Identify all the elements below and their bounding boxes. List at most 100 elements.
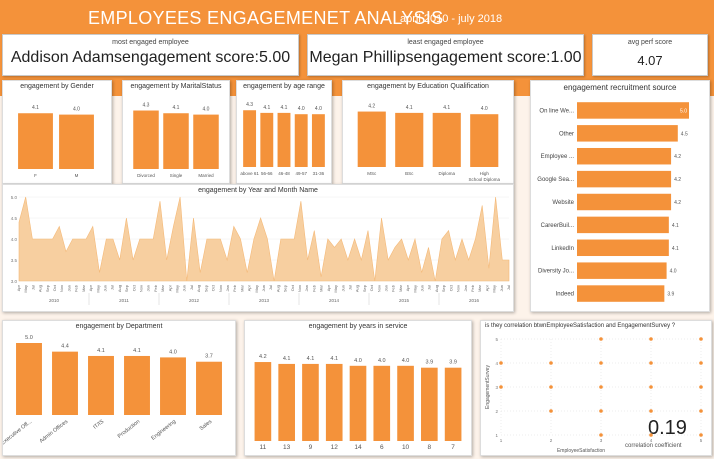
category-label: Married [198, 173, 214, 178]
kpi-avg-perf[interactable]: avg perf score 4.07 [592, 34, 708, 76]
x-tick-label: Sep [124, 284, 129, 292]
kpi-value: 4.07 [637, 53, 663, 68]
x-tick-label: Sep [203, 284, 208, 292]
recruitment-chart[interactable]: engagement recruitment source On line We… [530, 80, 710, 312]
category-label: M [75, 173, 79, 178]
y-tick-label: 4.0 [11, 237, 18, 242]
chart-svg: 4.1 F 4.0 M [18, 105, 94, 178]
x-tick-label: Nov [456, 285, 461, 292]
correlation-value: 0.19 [648, 417, 687, 439]
x-tick-label: Apr [16, 284, 21, 291]
chart-title: engagement by Gender [20, 83, 94, 90]
category-label: 10 [402, 444, 410, 451]
category-label: Engineering [150, 419, 177, 442]
data-label: 4.1 [32, 105, 39, 111]
x-tick-label: 4 [650, 438, 653, 443]
scatter-point [649, 361, 653, 365]
chart-svg: 5.0 Executive Off... 4.4 Admin Offices 4.1 IT… [3, 335, 222, 446]
years-chart[interactable]: engagement by years in service 4.2 11 4.1 1… [244, 320, 472, 456]
category-label: BSc [405, 171, 414, 176]
timeline-chart[interactable]: engagement by Year and Month Name 5.0 4.5… [2, 184, 514, 312]
category-label: Website [552, 200, 574, 206]
x-tick-label: Jun [340, 285, 345, 291]
x-tick-label: Jan [304, 285, 309, 291]
x-tick-label: 1 [500, 438, 503, 443]
y-tick-label: 4 [495, 361, 498, 366]
year-label: 2014 [329, 298, 340, 303]
kpi-caption: most engaged employee [112, 39, 189, 46]
category-label: IT/IS [92, 419, 105, 431]
chart-title: engagement recruitment source [563, 83, 677, 92]
category-label: CareerBuil... [541, 223, 575, 229]
category-label: 14 [354, 444, 362, 451]
x-tick-label: Jul [30, 285, 35, 290]
data-label: 5.0 [25, 335, 33, 341]
category-label: Employee ... [541, 154, 575, 160]
x-tick-label: Apr [247, 284, 252, 291]
scatter-point [599, 337, 603, 341]
kpi-least-engaged[interactable]: least engaged employee Megan Phillipseng… [307, 34, 584, 76]
category-label: Divorced [137, 173, 155, 178]
bar [421, 367, 438, 441]
kpi-value: Addison Adamsengagement score:5.00 [10, 49, 291, 66]
scatter-chart[interactable]: is they correlation btwnEmployeeSatisfac… [480, 320, 712, 456]
year-label: 2015 [399, 298, 410, 303]
y-tick-label: 3 [495, 385, 498, 390]
x-tick-label: Mar [239, 284, 244, 292]
bar [577, 262, 667, 279]
x-tick-label: Oct [448, 284, 453, 291]
category-label: 12 [331, 444, 339, 451]
bar [16, 343, 42, 415]
kpi-most-engaged[interactable]: most engaged employee Addison Adamsengag… [2, 34, 299, 76]
data-label: 4.0 [481, 106, 488, 112]
data-label: 4.1 [672, 246, 679, 252]
category-label: above 61 [240, 171, 259, 176]
gender-chart[interactable]: engagement by Gender 4.1 F 4.0 M [2, 80, 112, 184]
bar [311, 114, 325, 167]
category-label: School Diploma [468, 177, 500, 182]
x-tick-label: Apr [484, 284, 489, 291]
x-tick-label: May [23, 285, 28, 293]
data-label: 4.1 [133, 348, 141, 354]
category-label: F [34, 173, 37, 178]
x-tick-label: Aug [117, 285, 122, 292]
x-tick-label: Sep [441, 284, 446, 292]
department-chart[interactable]: engagement by Department 5.0 Executive Of… [2, 320, 236, 456]
bar [18, 113, 53, 169]
x-tick-label: Nov [297, 285, 302, 292]
x-tick-label: Mar [319, 284, 324, 292]
bar [124, 355, 150, 415]
x-tick-label: Jul [189, 285, 194, 290]
bar [577, 193, 672, 211]
education-chart[interactable]: engagement by Education Qualification 4.… [342, 80, 514, 184]
x-tick-label: Jan [66, 285, 71, 291]
data-label: 4.2 [368, 104, 375, 110]
year-label: 2013 [259, 298, 270, 303]
bar [577, 285, 665, 302]
category-label: Google Sea... [537, 177, 574, 183]
chart-svg: 4.3 Divorced 4.1 Single 4.0 Married [133, 103, 219, 178]
category-label: 46-48 [278, 171, 290, 176]
age-chart[interactable]: engagement by age range 4.3 above 61 4.1 56… [236, 80, 332, 184]
scatter-point [499, 361, 503, 365]
x-tick-label: Oct [290, 284, 295, 291]
x-tick-label: Feb [391, 284, 396, 292]
chart-svg: 1 2 3 4 5 1 2 3 4 5 EmployeeSatisfaction Engagement… [485, 337, 703, 454]
x-tick-label: 5 [700, 438, 703, 443]
x-tick-label: Sep [362, 284, 367, 292]
chart-svg: On line We... 5.0 Other 4.5 Employee ... 4.2 G… [537, 102, 689, 302]
scatter-point [549, 385, 553, 389]
scatter-point [699, 385, 703, 389]
marital-chart[interactable]: engagement by MaritalStatus 4.3 Divorced 4… [122, 80, 230, 184]
bar [260, 112, 274, 167]
data-label: 4.0 [169, 349, 177, 355]
data-label: 4.5 [681, 131, 688, 137]
scatter-point [499, 385, 503, 389]
bar [278, 363, 295, 441]
x-tick-label: 2 [550, 438, 553, 443]
category-label: On line We... [539, 108, 574, 114]
scatter-point [599, 361, 603, 365]
category-label: 11 [260, 444, 267, 451]
x-tick-label: Feb [153, 284, 158, 292]
